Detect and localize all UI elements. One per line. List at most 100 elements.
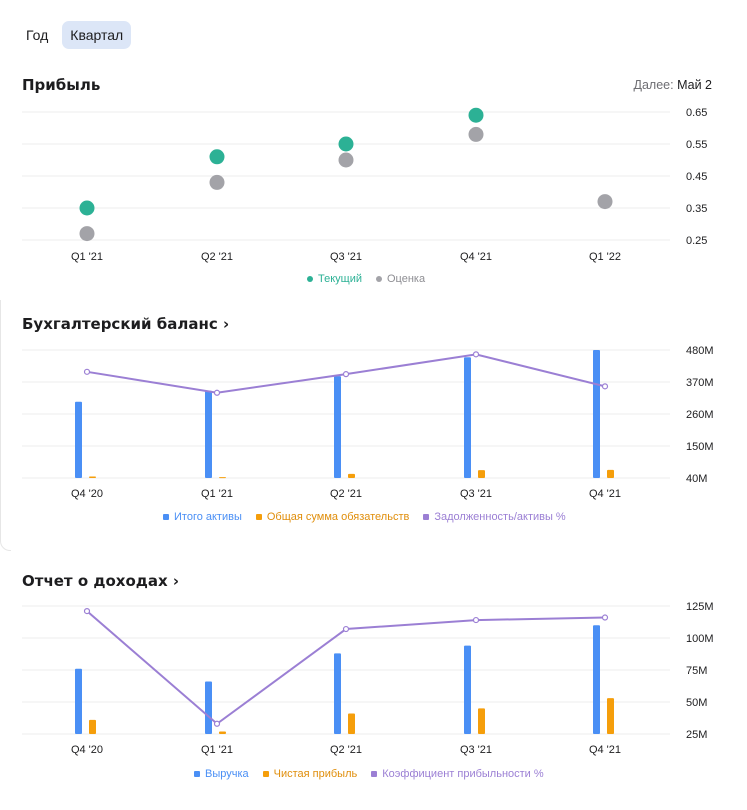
profit-y-tick: 0.25 [686, 235, 707, 247]
income-bar-primary [75, 668, 82, 734]
balance-y-tick: 370M [686, 377, 714, 389]
income-bar-secondary [348, 713, 355, 734]
income-legend-label: Чистая прибыль [273, 768, 358, 780]
balance-legend-swatch [423, 514, 430, 520]
income-bar-secondary [607, 698, 614, 734]
profit-chart: 0.65 0.55 0.45 0.35 0.25 Q1 '21 Q2 '21 Q3 '21 Q4… [22, 107, 707, 263]
income-y-tick: 125M [686, 601, 714, 613]
legend-current-label: Текущий [318, 273, 362, 285]
balance-title-text: Бухгалтерский баланс [22, 315, 218, 333]
income-bar-secondary [219, 731, 226, 734]
profit-y-tick: 0.45 [686, 171, 707, 183]
balance-bar-secondary [89, 476, 96, 478]
profit-x-tick: Q1 '22 [589, 251, 621, 263]
balance-bar-primary [334, 376, 341, 478]
profit-y-tick: 0.65 [686, 107, 707, 119]
balance-ratio-point [472, 351, 480, 358]
balance-legend-label: Общая сумма обязательств [266, 511, 410, 523]
current-point [338, 136, 354, 152]
income-legend-swatch [371, 771, 378, 777]
balance-bar-primary [205, 390, 212, 478]
income-x-tick: Q1 '21 [201, 744, 233, 756]
income-legend-item: Коэффициент прибыльности % [371, 768, 544, 780]
chevron-right-icon: › [172, 572, 180, 590]
income-x-tick: Q4 '20 [71, 744, 103, 756]
income-bar-primary [593, 625, 600, 734]
balance-chart: 480M 370M 260M 150M 40M Q4 '20 Q1 '21 Q2 '21 Q3 … [22, 345, 714, 500]
income-legend-swatch [194, 771, 200, 777]
legend-estimate-label: Оценка [387, 273, 426, 285]
next-date: Май 2 [677, 78, 712, 92]
income-legend-label: Выручка [205, 768, 249, 780]
income-legend-item: Чистая прибыль [262, 768, 358, 780]
income-x-tick: Q2 '21 [330, 744, 362, 756]
legend-estimate-dot [376, 276, 382, 282]
income-x-tick: Q3 '21 [460, 744, 492, 756]
income-y-tick: 25M [686, 729, 707, 741]
balance-ratio-point [601, 383, 609, 390]
balance-legend-label: Задолженность/активы % [434, 511, 566, 523]
income-y-tick: 100M [686, 633, 714, 645]
legend-current-dot [307, 276, 313, 282]
current-point [79, 200, 95, 216]
balance-ratio-point [213, 389, 221, 396]
balance-x-tick: Q4 '21 [589, 488, 621, 500]
income-legend-item: Выручка [194, 768, 249, 780]
profit-legend: Текущий Оценка [307, 273, 425, 285]
legend-current: Текущий [307, 273, 362, 285]
balance-bar-primary [593, 350, 600, 478]
estimate-point [468, 126, 484, 142]
balance-bar-primary [75, 401, 82, 478]
tab-year[interactable]: Год [26, 27, 49, 43]
balance-legend: Итого активы Общая сумма обязательств Задо… [163, 511, 566, 523]
income-ratio-point [601, 614, 609, 621]
income-bar-primary [334, 653, 341, 734]
income-legend-swatch [262, 771, 269, 777]
balance-ratio-point [342, 371, 350, 378]
balance-bar-secondary [478, 470, 485, 478]
estimate-point [597, 194, 613, 210]
profit-y-tick: 0.35 [686, 203, 707, 215]
estimate-point [209, 174, 225, 190]
balance-bar-primary [464, 357, 471, 478]
balance-title[interactable]: Бухгалтерский баланс › [22, 315, 229, 333]
profit-x-tick: Q4 '21 [460, 251, 492, 263]
income-x-tick: Q4 '21 [589, 744, 621, 756]
next-label: Далее: [633, 78, 674, 92]
balance-legend-item: Задолженность/активы % [423, 511, 566, 523]
balance-y-tick: 480M [686, 345, 714, 357]
period-tabs: Год Квартал [18, 21, 132, 49]
balance-legend-label: Итого активы [174, 511, 242, 523]
balance-y-tick: 260M [686, 409, 714, 421]
balance-x-tick: Q4 '20 [71, 488, 103, 500]
income-bar-primary [464, 645, 471, 734]
balance-x-tick: Q2 '21 [330, 488, 362, 500]
balance-y-tick: 40M [686, 473, 707, 485]
profit-y-tick: 0.55 [686, 139, 707, 151]
income-legend: Выручка Чистая прибыль Коэффициент прибыль… [194, 768, 544, 780]
income-title[interactable]: Отчет о доходах › [22, 572, 179, 590]
balance-bar-secondary [219, 477, 226, 479]
profit-x-tick: Q3 '21 [330, 251, 362, 263]
balance-legend-swatch [255, 514, 262, 520]
profit-x-tick: Q2 '21 [201, 251, 233, 263]
current-point [468, 107, 484, 123]
balance-ratio-point [83, 368, 91, 375]
balance-legend-item: Общая сумма обязательств [255, 511, 410, 523]
profit-title: Прибыль [22, 76, 101, 94]
balance-bar-secondary [348, 473, 355, 478]
income-bar-primary [205, 681, 212, 734]
income-bar-secondary [478, 708, 485, 734]
estimate-point [79, 226, 95, 242]
income-y-tick: 50M [686, 697, 707, 709]
balance-legend-swatch [163, 514, 169, 520]
income-title-text: Отчет о доходах [22, 572, 168, 590]
balance-y-tick: 150M [686, 441, 714, 453]
current-point [209, 149, 225, 165]
tab-quarter[interactable]: Квартал [62, 21, 132, 49]
next-report: Далее: Май 2 [634, 78, 713, 92]
income-legend-label: Коэффициент прибыльности % [382, 768, 544, 780]
legend-estimate: Оценка [376, 273, 425, 285]
income-ratio-point [83, 608, 91, 615]
